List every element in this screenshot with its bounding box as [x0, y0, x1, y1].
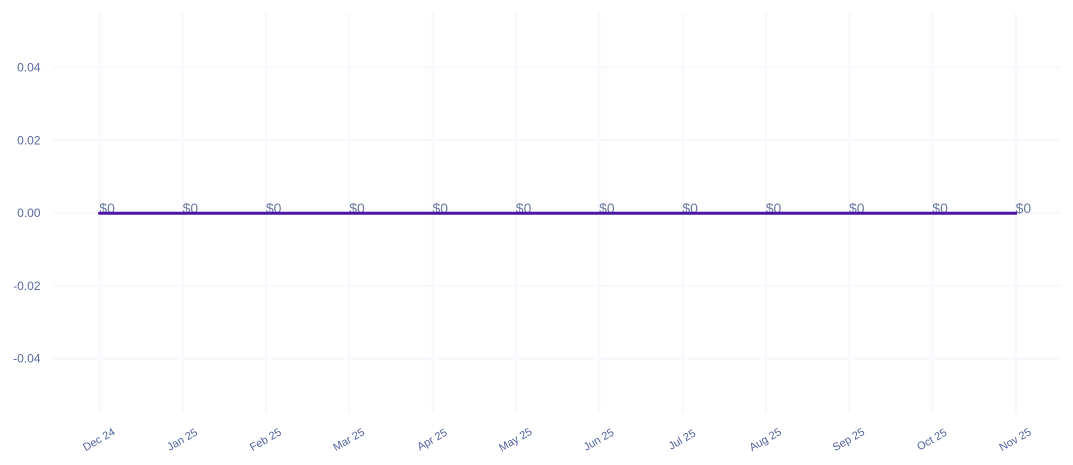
- svg-text:0.00: 0.00: [17, 206, 41, 220]
- svg-text:-0.02: -0.02: [13, 279, 41, 293]
- svg-text:0.04: 0.04: [17, 61, 41, 75]
- svg-text:$0: $0: [1016, 200, 1032, 216]
- svg-text:0.02: 0.02: [17, 133, 41, 147]
- svg-text:-0.04: -0.04: [13, 352, 41, 366]
